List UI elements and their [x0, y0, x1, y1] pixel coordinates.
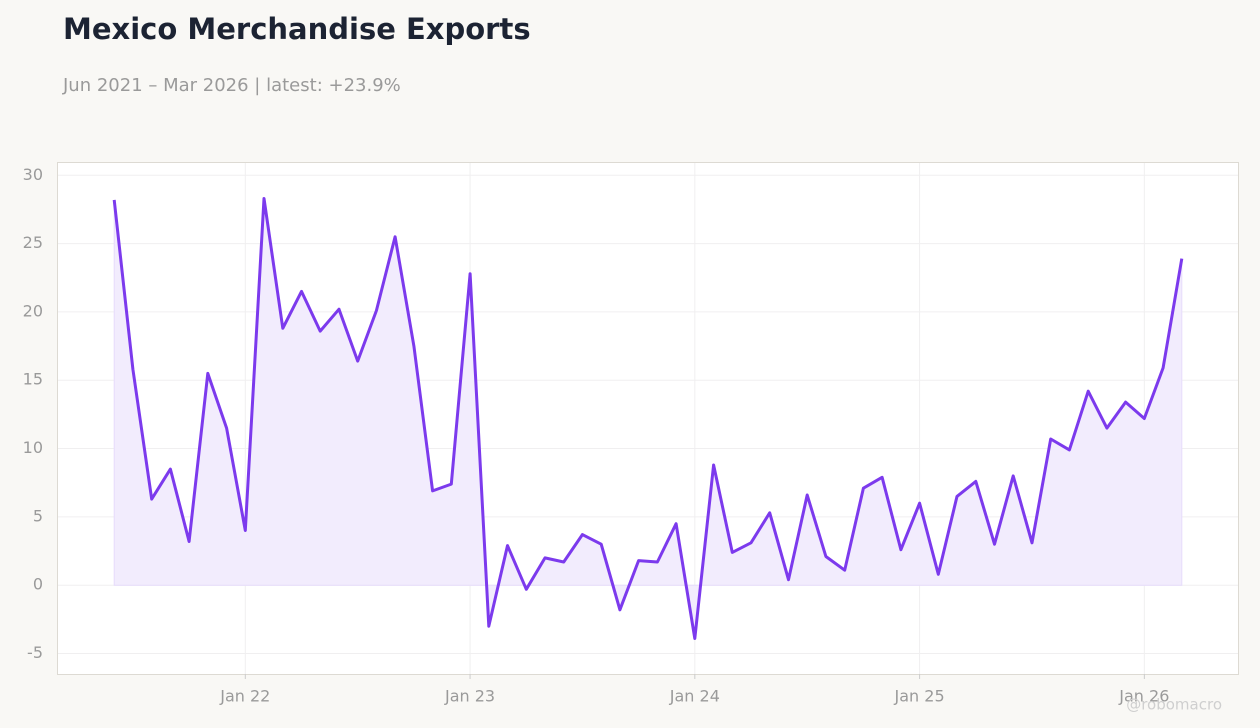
y-tick-label: 10 [23, 438, 43, 457]
plot-area [57, 162, 1239, 675]
line [112, 197, 1184, 640]
y-tick-label: -5 [27, 643, 43, 662]
x-tick-label: Jan 25 [894, 687, 945, 706]
chart-subtitle: Jun 2021 – Mar 2026 | latest: +23.9% [62, 75, 401, 96]
y-tick-label: 5 [33, 506, 43, 525]
chart-title: Mexico Merchandise Exports [63, 12, 531, 46]
y-tick-label: 30 [23, 165, 43, 184]
y-tick-label: 15 [23, 370, 43, 389]
y-tick-label: 20 [23, 301, 43, 320]
x-tick-label: Jan 24 [669, 687, 720, 706]
watermark: @robomacro [1126, 696, 1222, 714]
x-tick-label: Jan 26 [1118, 687, 1169, 706]
x-tick-label: Jan 23 [444, 687, 495, 706]
x-tick-label: Jan 22 [219, 687, 270, 706]
y-tick-label: 25 [23, 233, 43, 252]
y-tick-label: 0 [33, 575, 43, 594]
